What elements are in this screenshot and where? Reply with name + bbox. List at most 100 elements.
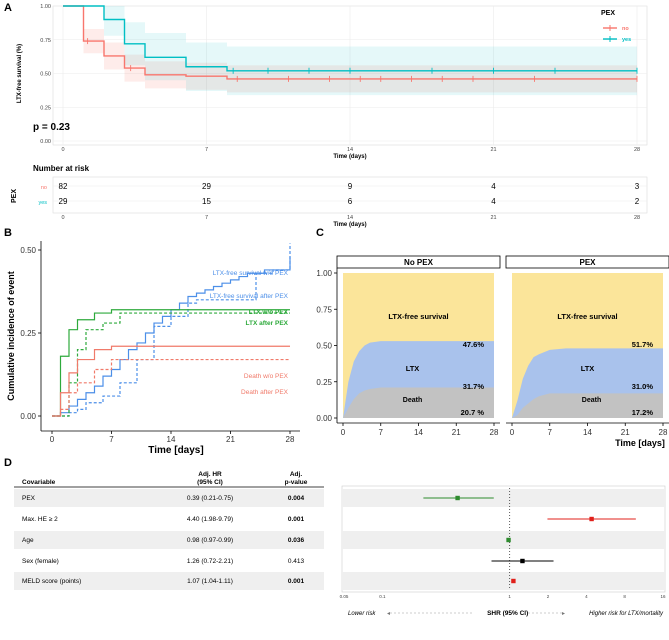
estimate-marker — [520, 558, 525, 564]
risk-x-tick: 28 — [634, 215, 640, 221]
incidence-curve — [52, 312, 290, 417]
p-value: 0.036 — [288, 537, 305, 544]
x-tick-label: 28 — [286, 435, 295, 444]
x-tick-label: 21 — [226, 435, 235, 444]
covariable-label: PEX — [22, 495, 36, 502]
risk-cell: 82 — [59, 182, 68, 191]
x-axis-label: Time [days] — [615, 438, 665, 448]
x-tick-label: 8 — [623, 594, 626, 599]
pct-ltx-free: 47.6% — [463, 340, 485, 349]
x-tick-label: 14 — [414, 428, 423, 437]
risk-cell: 6 — [348, 197, 353, 206]
series-label: Death w/o PEX — [244, 373, 289, 380]
x-tick-label: 28 — [659, 428, 668, 437]
x-tick-label: 16 — [660, 594, 666, 599]
x-tick-label: 0 — [341, 428, 346, 437]
header-hr-ci: (95% CI) — [197, 479, 223, 486]
area-death — [343, 387, 494, 418]
label-ltx: LTX — [406, 364, 420, 373]
x-tick-label: 21 — [452, 428, 461, 437]
header-covariable: Covariable — [22, 479, 56, 486]
plot-row-shade — [342, 531, 665, 549]
lower-risk-label: Lower risk — [348, 611, 376, 617]
hr-value: 4.40 (1.98-9.79) — [187, 516, 233, 523]
x-tick-label: 7 — [379, 428, 384, 437]
risk-table: Number at risk no 82 29 9 4 3 yes 29 15 6 4 2 0 7 14 21 2… — [11, 164, 648, 228]
series-label: LTX-free survival w/o PEX — [213, 270, 289, 277]
arrow-left-icon: ◂ — [387, 611, 390, 617]
x-tick-label: 4 — [585, 594, 588, 599]
incidence-curve — [52, 358, 290, 417]
panel-letter-b: B — [4, 227, 12, 239]
label-ltx-free: LTX-free survival — [388, 312, 448, 321]
x-tick-label: 21 — [621, 428, 630, 437]
risk-x-tick: 14 — [347, 215, 353, 221]
x-tick-label: 0 — [510, 428, 515, 437]
x-tick-label: 7 — [109, 435, 114, 444]
estimate-marker — [511, 578, 516, 584]
series-label: LTX-free survival after PEX — [210, 293, 289, 300]
table-row-shade — [14, 572, 324, 590]
y-tick-label: 0.00 — [20, 412, 36, 421]
series-label: Death after PEX — [241, 389, 289, 396]
km-curve-no — [63, 5, 637, 80]
risk-x-tick: 7 — [205, 215, 208, 221]
x-tick-label: 2 — [547, 594, 550, 599]
x-tick-label: 7 — [548, 428, 553, 437]
facet-title: No PEX — [404, 258, 434, 267]
legend-label-no: no — [622, 26, 629, 32]
x-tick-label: 0 — [50, 435, 55, 444]
x-axis-label: SHR (95% CI) — [487, 610, 528, 617]
risk-x-tick: 21 — [490, 215, 496, 221]
estimate-marker — [455, 495, 460, 501]
facet-strip — [336, 255, 501, 269]
panel-letter-d: D — [4, 457, 12, 469]
p-value: 0.001 — [288, 516, 305, 523]
y-tick-label: 0.75 — [316, 305, 332, 314]
covariable-label: Max. HE ≥ 2 — [22, 516, 58, 523]
label-ltx: LTX — [581, 364, 595, 373]
cumulative-incidence-plot: 0.00 0.25 0.50 0 7 14 21 28 LTX-free survival w/… — [6, 241, 300, 456]
covariable-label: MELD score (points) — [22, 578, 81, 585]
risk-cell: 2 — [635, 197, 640, 206]
facet-title: PEX — [579, 258, 596, 267]
risk-cell: 3 — [635, 182, 640, 191]
x-tick-label: 0.1 — [379, 594, 386, 599]
y-tick-label: 0.00 — [40, 139, 51, 145]
y-tick-label: 0.50 — [20, 246, 36, 255]
pct-ltx-free: 51.7% — [632, 340, 654, 349]
km-curve-yes — [63, 5, 637, 72]
facet-strip — [505, 255, 669, 269]
pct-ltx: 31.7% — [463, 382, 485, 391]
risk-cell: 9 — [348, 182, 353, 191]
header-hr: Adj. HR — [198, 471, 222, 478]
incidence-curve — [52, 345, 290, 417]
y-tick-label: 1.00 — [40, 4, 51, 10]
risk-x-label: Time (days) — [333, 222, 366, 228]
table-row-shade — [14, 531, 324, 549]
y-axis-label: Cumulative incidence of event — [6, 271, 16, 401]
x-tick-label: 21 — [490, 147, 496, 153]
risk-cell: 4 — [491, 182, 496, 191]
x-axis-label: Time [days] — [148, 445, 203, 456]
incidence-curve — [52, 243, 291, 417]
panel-letter-a: A — [4, 2, 12, 14]
legend-label-yes: yes — [622, 37, 631, 43]
incidence-curve — [52, 256, 291, 417]
plot-row-shade — [342, 572, 665, 590]
series-label: LTX w/o PEX — [249, 309, 289, 316]
risk-y-label: PEX — [11, 189, 18, 203]
y-tick-label: 0.75 — [40, 38, 51, 44]
table-row-shade — [14, 489, 324, 507]
pct-death: 20.7 % — [461, 408, 485, 417]
y-tick-label: 0.25 — [20, 329, 36, 338]
risk-cell: 29 — [202, 182, 211, 191]
x-tick-label: 28 — [634, 147, 640, 153]
y-tick-label: 1.00 — [316, 269, 332, 278]
covariable-label: Sex (female) — [22, 558, 59, 565]
y-axis-label: LTX-free survival (%) — [17, 44, 23, 103]
risk-cell: 4 — [491, 197, 496, 206]
x-tick-label: 0.05 — [340, 594, 349, 599]
x-tick-label: 1 — [508, 594, 511, 599]
